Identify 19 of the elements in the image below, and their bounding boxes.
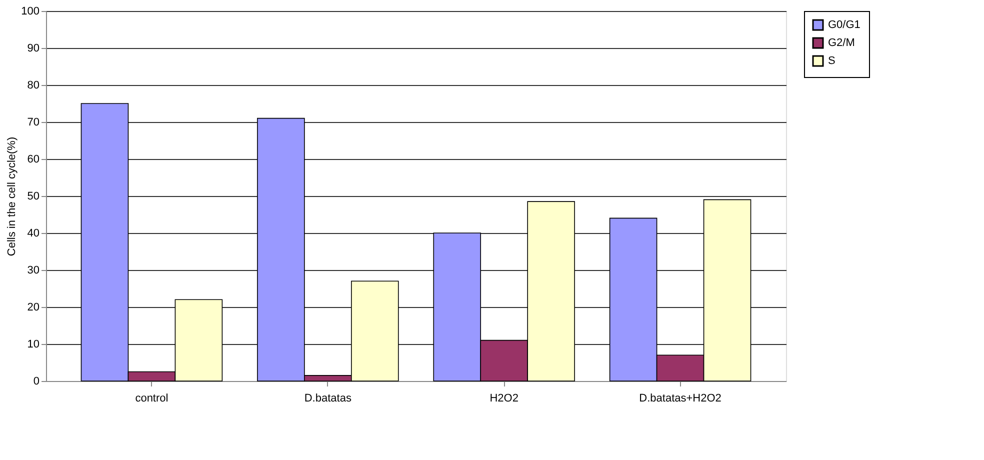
y-tick-label: 30 [27, 264, 40, 276]
legend-label: G0/G1 [828, 19, 860, 31]
y-tick-label: 60 [27, 154, 40, 166]
y-tick-label: 0 [33, 376, 40, 388]
y-tick-label: 80 [27, 80, 40, 92]
y-tick-label: 40 [27, 228, 40, 240]
y-tick-label: 70 [27, 116, 40, 128]
x-tick-label: D.batatas+H2O2 [639, 392, 722, 404]
x-tick-label: control [135, 392, 168, 404]
y-tick-label: 90 [27, 42, 40, 54]
y-tick-label: 20 [27, 302, 40, 314]
y-axis-title: Cells in the cell cycle(%) [6, 136, 18, 256]
x-tick-label: D.batatas [304, 392, 352, 404]
y-tick-label: 50 [27, 190, 40, 202]
y-tick-label: 100 [21, 6, 40, 18]
legend-label: S [828, 55, 836, 67]
y-tick-label: 10 [27, 338, 40, 350]
x-tick-label: H2O2 [490, 392, 518, 404]
legend-label: G2/M [828, 37, 855, 49]
